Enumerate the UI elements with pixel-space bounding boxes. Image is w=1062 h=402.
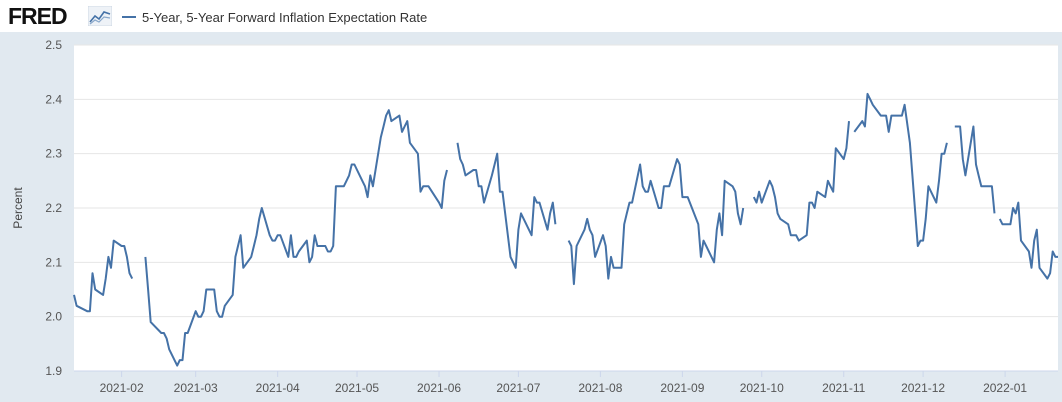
x-tick-label: 2021-07 — [496, 381, 540, 395]
y-tick-label: 2.5 — [45, 38, 62, 52]
series-line-segment[interactable] — [567, 158, 745, 286]
x-tick-label: 2022-01 — [983, 381, 1027, 395]
y-axis-label: Percent — [11, 187, 25, 229]
series-line-segment[interactable] — [998, 201, 1058, 280]
y-tick-label: 2.2 — [45, 201, 62, 215]
legend-label[interactable]: 5-Year, 5-Year Forward Inflation Expecta… — [142, 9, 428, 25]
y-tick-label: 2.0 — [45, 310, 62, 324]
x-tick-label: 2021-04 — [256, 381, 300, 395]
legend-swatch — [122, 16, 136, 18]
x-tick-label: 2021-03 — [174, 381, 218, 395]
y-tick-label: 2.4 — [45, 92, 62, 106]
x-tick-label: 2021-05 — [335, 381, 379, 395]
grid-lines — [74, 44, 1058, 372]
fred-logo[interactable]: FRED — [8, 3, 68, 29]
x-tick-label: 2021-06 — [417, 381, 461, 395]
legend: 5-Year, 5-Year Forward Inflation Expecta… — [122, 8, 427, 26]
x-tick-label: 2021-10 — [740, 381, 784, 395]
y-axis-ticks: 1.9 2.0 2.1 2.2 2.3 2.4 2.5 — [45, 38, 62, 378]
series-line-segment[interactable] — [954, 125, 996, 214]
series-line-segment[interactable] — [73, 239, 134, 313]
x-tick-label: 2021-12 — [901, 381, 945, 395]
line-chart-icon — [88, 6, 112, 26]
x-tick-label: 2021-08 — [578, 381, 622, 395]
x-axis-ticks: 2021-02 2021-03 2021-04 2021-05 2021-06 2021-… — [100, 371, 1027, 395]
series-line-segment[interactable] — [752, 121, 850, 242]
y-tick-label: 2.1 — [45, 255, 62, 269]
series-line-segment[interactable] — [144, 109, 448, 367]
x-tick-label: 2021-11 — [822, 381, 865, 395]
x-tick-label: 2021-09 — [660, 381, 704, 395]
chart-header: FRED 5-Year, 5-Year Forward Inflation Ex… — [0, 0, 1062, 32]
y-tick-label: 1.9 — [45, 364, 62, 378]
x-tick-label: 2021-02 — [100, 381, 144, 395]
y-tick-label: 2.3 — [45, 147, 62, 161]
series-lines — [73, 92, 1058, 367]
series-line-segment[interactable] — [853, 92, 948, 247]
series-line-segment[interactable] — [456, 142, 557, 269]
